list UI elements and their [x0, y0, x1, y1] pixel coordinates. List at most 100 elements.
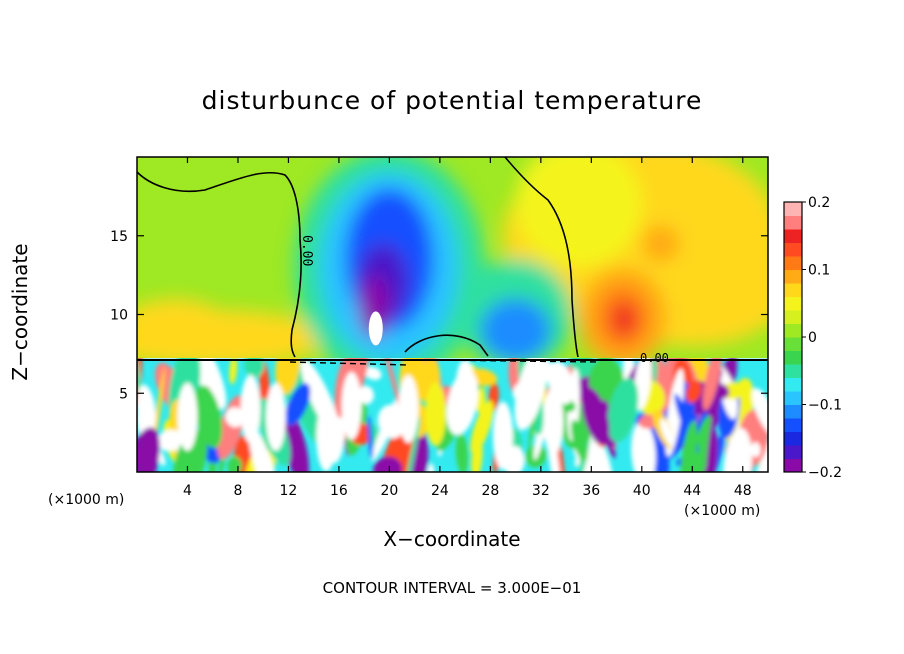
y-axis: 5 10 15 — [110, 229, 768, 402]
contour-interval-note: CONTOUR INTERVAL = 3.000E−01 — [322, 579, 582, 597]
turbulence-cell — [173, 429, 208, 472]
y-tick-label: 15 — [110, 229, 128, 245]
turbulence-cell — [705, 403, 716, 472]
colorbar-swatch — [784, 404, 802, 419]
turbulence-cell — [471, 436, 483, 472]
x-unit-label: (×1000 m) — [48, 492, 125, 508]
chart-title: disturbunce of potential temperature — [201, 86, 703, 115]
white-plume — [240, 375, 261, 443]
colorbar-swatch — [784, 269, 802, 284]
colorbar-swatch — [784, 337, 802, 351]
white-plume — [341, 371, 362, 440]
field-blob — [480, 298, 551, 358]
turbulence-cell — [403, 415, 421, 472]
colorbar-swatch — [784, 458, 802, 473]
colorbar-swatch — [784, 229, 802, 243]
colorbar-tick-label: −0.2 — [808, 465, 842, 481]
y-axis-title-text: Z−coordinate — [8, 243, 32, 381]
colorbar-tick-label: −0.1 — [808, 398, 842, 414]
upper-field — [137, 157, 768, 358]
lower-blobs — [137, 358, 768, 472]
white-plume — [316, 403, 337, 472]
x-tick-label: 28 — [481, 483, 499, 499]
turbulence-cell — [229, 358, 238, 385]
turbulence-cell — [225, 407, 245, 428]
colorbar-swatch — [784, 323, 802, 338]
contour-lines: 0.00 0.00 — [136, 156, 768, 366]
y-tick-label: 10 — [110, 308, 128, 324]
x-tick-label: 4 — [183, 483, 192, 499]
x-tick-label: 16 — [330, 483, 348, 499]
x-tick-label: 24 — [431, 483, 449, 499]
turbulence-cell — [275, 358, 301, 395]
contour-label: 0.00 — [640, 351, 669, 365]
colorbar-tick-label: 0 — [808, 330, 817, 346]
zero-contour — [136, 171, 302, 358]
white-plume — [492, 401, 513, 470]
zero-contour — [404, 334, 489, 357]
turbulence-cell — [358, 385, 375, 405]
x-tick-label: 40 — [633, 483, 651, 499]
y-tick-label: 5 — [119, 386, 128, 402]
colorbar-swatch — [784, 202, 802, 216]
turbulence-cell — [589, 359, 615, 401]
field-blobs — [137, 157, 768, 358]
turbulence-cell — [512, 380, 542, 405]
turbulence-cell — [652, 358, 658, 384]
white-plume — [543, 387, 564, 456]
x-axis: 4 8 12 16 20 24 28 32 36 40 44 48 — [183, 157, 752, 499]
field-blob — [515, 157, 642, 268]
x-tick-label: 32 — [532, 483, 550, 499]
turbulence-cell — [749, 429, 768, 472]
x-axis-title: X−coordinate — [383, 527, 521, 551]
colorbar-swatch — [784, 350, 802, 365]
turbulence-cell — [187, 358, 227, 410]
turbulence-cell — [570, 419, 588, 462]
colorbar-swatch — [784, 391, 802, 405]
turbulence-cell — [367, 415, 373, 460]
colorbar-tick-label: 0.2 — [808, 195, 830, 211]
x-unit-label-right: (×1000 m) — [684, 503, 761, 519]
colorbar-swatch — [784, 256, 802, 270]
turbulence-cell — [425, 382, 447, 446]
x-tick-label: 20 — [380, 483, 398, 499]
x-tick-label: 36 — [582, 483, 600, 499]
colorbar-swatch — [784, 215, 802, 230]
turbulence-cell — [455, 433, 468, 472]
colorbar-swatch — [784, 310, 802, 324]
turbulence-cell — [631, 421, 656, 472]
field-blob — [641, 224, 680, 263]
x-tick-label: 44 — [683, 483, 701, 499]
x-tick-label: 8 — [233, 483, 242, 499]
turbulence-cell — [137, 427, 160, 472]
lower-field — [137, 358, 768, 472]
turbulence-cell — [285, 383, 311, 426]
field-white-core — [368, 311, 383, 346]
dashed-contour — [289, 359, 601, 366]
turbulence-cell — [702, 358, 723, 411]
turbulence-cell — [750, 442, 761, 458]
turbulence-cell — [751, 388, 768, 437]
turbulence-cell — [722, 428, 752, 472]
x-tick-label: 48 — [734, 483, 752, 499]
colorbar-swatch — [784, 242, 802, 257]
field-blob — [611, 303, 637, 335]
contour-label: 0.00 — [299, 235, 314, 266]
colorbar-swatch — [784, 445, 802, 459]
turbulence-cell — [607, 377, 639, 443]
turbulence-cell — [690, 415, 713, 472]
turbulence-cell — [660, 418, 675, 448]
white-plume — [177, 382, 198, 451]
turbulence-cell — [137, 384, 156, 436]
colorbar-tick-label: 0.1 — [808, 263, 830, 279]
turbulence-cell — [633, 358, 652, 411]
turbulence-cell — [581, 387, 610, 445]
white-plume — [455, 359, 476, 428]
turbulence-cell — [364, 366, 382, 380]
turbulence-cell — [685, 380, 702, 403]
colorbar-swatch — [784, 296, 802, 311]
colorbar-swatch — [784, 283, 802, 297]
white-plume — [265, 382, 286, 451]
field-blob — [137, 298, 226, 346]
